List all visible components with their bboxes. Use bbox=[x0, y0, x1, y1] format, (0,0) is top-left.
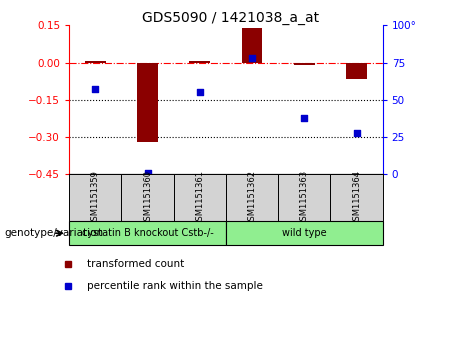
Point bbox=[144, 170, 151, 176]
Bar bbox=[226, 174, 278, 221]
Text: GSM1151364: GSM1151364 bbox=[352, 170, 361, 226]
Text: transformed count: transformed count bbox=[88, 260, 184, 269]
Bar bbox=[69, 174, 121, 221]
Text: GSM1151359: GSM1151359 bbox=[91, 170, 100, 226]
Bar bbox=[294, 62, 315, 65]
Point bbox=[301, 115, 308, 121]
Bar bbox=[346, 62, 367, 79]
Text: wild type: wild type bbox=[282, 228, 326, 238]
Bar bbox=[278, 174, 331, 221]
Bar bbox=[242, 28, 262, 62]
Point bbox=[353, 130, 360, 135]
Bar bbox=[189, 61, 210, 62]
Bar bbox=[121, 174, 174, 221]
Bar bbox=[137, 62, 158, 142]
Text: cystatin B knockout Cstb-/-: cystatin B knockout Cstb-/- bbox=[82, 228, 213, 238]
Bar bbox=[69, 221, 226, 245]
Text: genotype/variation: genotype/variation bbox=[5, 228, 104, 238]
Bar bbox=[85, 61, 106, 62]
Bar bbox=[331, 174, 383, 221]
Text: GSM1151361: GSM1151361 bbox=[195, 170, 204, 226]
Bar bbox=[226, 221, 383, 245]
Text: GSM1151360: GSM1151360 bbox=[143, 170, 152, 226]
Point bbox=[196, 89, 203, 95]
Point bbox=[248, 55, 256, 61]
Text: percentile rank within the sample: percentile rank within the sample bbox=[88, 281, 263, 291]
Bar bbox=[174, 174, 226, 221]
Text: GDS5090 / 1421038_a_at: GDS5090 / 1421038_a_at bbox=[142, 11, 319, 25]
Point bbox=[92, 86, 99, 92]
Text: GSM1151363: GSM1151363 bbox=[300, 170, 309, 226]
Text: GSM1151362: GSM1151362 bbox=[248, 170, 256, 226]
